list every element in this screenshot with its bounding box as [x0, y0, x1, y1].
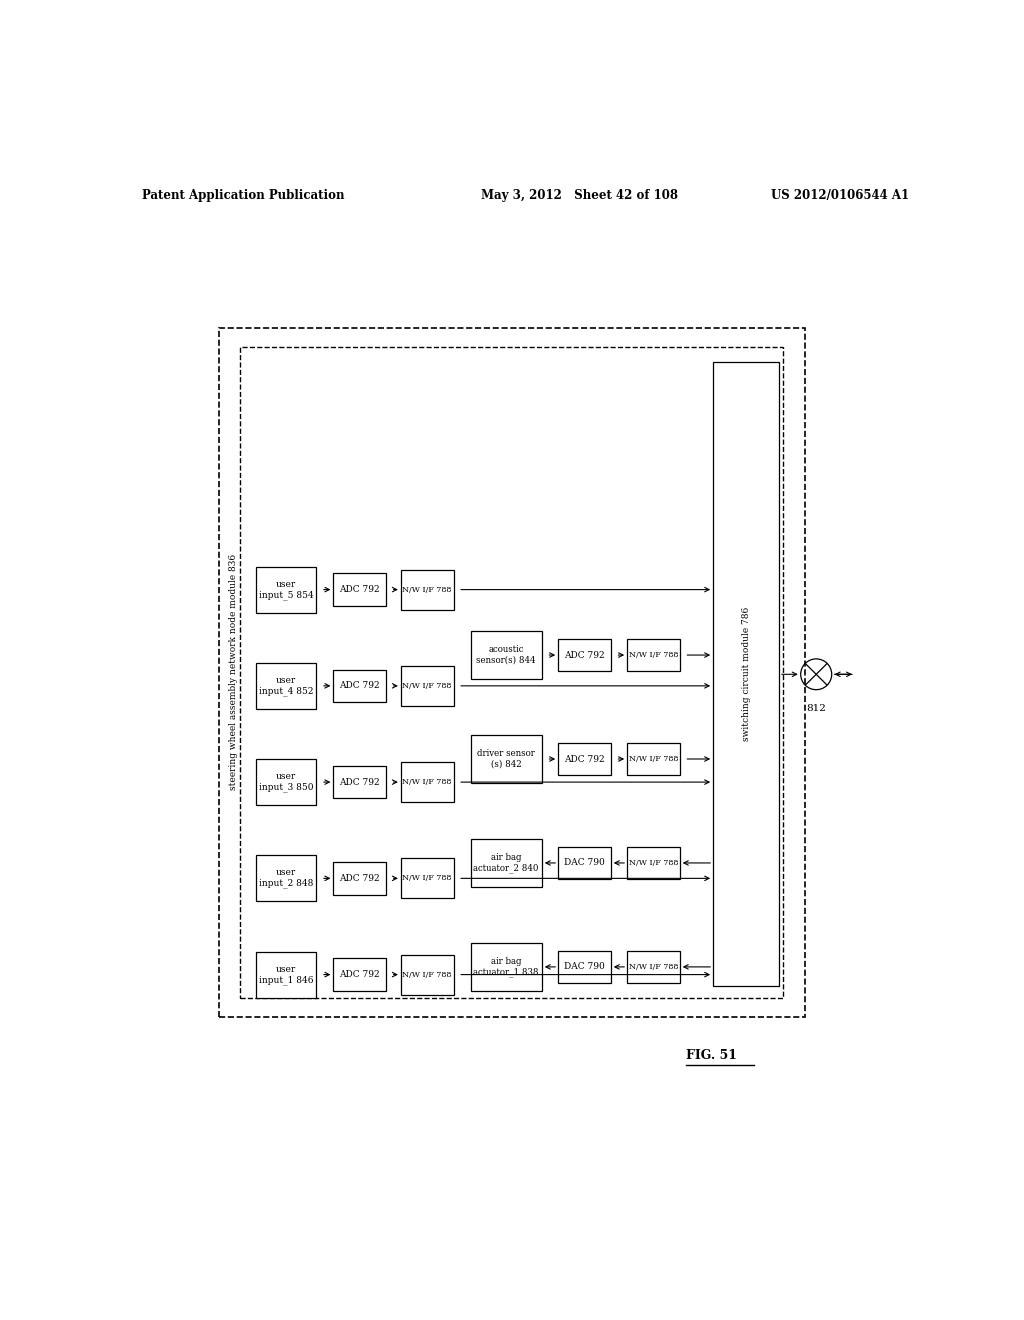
Text: steering wheel assembly network node module 836: steering wheel assembly network node mod…	[229, 554, 238, 791]
Text: ADC 792: ADC 792	[564, 651, 605, 660]
Bar	[256, 566, 316, 612]
Text: N/W I/F 788: N/W I/F 788	[402, 874, 452, 882]
Bar	[334, 766, 386, 799]
Bar	[558, 639, 611, 671]
Bar	[627, 639, 680, 671]
Bar	[219, 327, 805, 1016]
Text: N/W I/F 788: N/W I/F 788	[629, 755, 678, 763]
Bar	[558, 847, 611, 879]
Text: Patent Application Publication: Patent Application Publication	[142, 189, 344, 202]
Text: DAC 790: DAC 790	[564, 962, 605, 972]
Text: user
input_5 854: user input_5 854	[259, 579, 313, 599]
Text: ADC 792: ADC 792	[339, 874, 380, 883]
Text: 812: 812	[806, 704, 826, 713]
Bar	[241, 347, 783, 998]
Text: air bag
actuator_2 840: air bag actuator_2 840	[473, 853, 539, 873]
Text: ADC 792: ADC 792	[339, 970, 380, 979]
Bar	[400, 665, 454, 706]
Bar	[256, 663, 316, 709]
Bar	[471, 840, 542, 887]
Text: driver sensor
(s) 842: driver sensor (s) 842	[477, 750, 536, 768]
Text: ADC 792: ADC 792	[339, 777, 380, 787]
Text: N/W I/F 788: N/W I/F 788	[629, 859, 678, 867]
Text: ADC 792: ADC 792	[564, 755, 605, 763]
Text: N/W I/F 788: N/W I/F 788	[402, 970, 452, 978]
Text: ADC 792: ADC 792	[339, 681, 380, 690]
Text: US 2012/0106544 A1: US 2012/0106544 A1	[771, 189, 909, 202]
Text: switching circuit module 786: switching circuit module 786	[741, 607, 751, 742]
Text: ADC 792: ADC 792	[339, 585, 380, 594]
Bar	[627, 950, 680, 983]
Bar	[627, 847, 680, 879]
Text: acoustic
sensor(s) 844: acoustic sensor(s) 844	[476, 645, 536, 665]
Text: N/W I/F 788: N/W I/F 788	[629, 651, 678, 659]
Text: N/W I/F 788: N/W I/F 788	[629, 962, 678, 972]
Text: May 3, 2012   Sheet 42 of 108: May 3, 2012 Sheet 42 of 108	[480, 189, 678, 202]
Text: user
input_1 846: user input_1 846	[259, 965, 313, 985]
Bar	[400, 954, 454, 995]
Text: user
input_2 848: user input_2 848	[259, 869, 313, 888]
Bar	[471, 631, 542, 678]
Bar	[256, 855, 316, 902]
Bar	[713, 363, 779, 986]
Text: DAC 790: DAC 790	[564, 858, 605, 867]
Bar	[558, 743, 611, 775]
Bar	[334, 958, 386, 991]
Bar	[627, 743, 680, 775]
Bar	[471, 942, 542, 991]
Text: N/W I/F 788: N/W I/F 788	[402, 682, 452, 690]
Bar	[256, 759, 316, 805]
Bar	[334, 862, 386, 895]
Bar	[400, 858, 454, 899]
Text: air bag
actuator_1 838: air bag actuator_1 838	[473, 957, 539, 977]
Bar	[400, 570, 454, 610]
Bar	[334, 573, 386, 606]
Text: N/W I/F 788: N/W I/F 788	[402, 586, 452, 594]
Text: FIG. 51: FIG. 51	[686, 1049, 737, 1063]
Bar	[334, 669, 386, 702]
Bar	[256, 952, 316, 998]
Bar	[558, 950, 611, 983]
Text: N/W I/F 788: N/W I/F 788	[402, 777, 452, 787]
Bar	[400, 762, 454, 803]
Bar	[471, 735, 542, 783]
Text: user
input_4 852: user input_4 852	[259, 676, 313, 696]
Text: user
input_3 850: user input_3 850	[259, 772, 313, 792]
